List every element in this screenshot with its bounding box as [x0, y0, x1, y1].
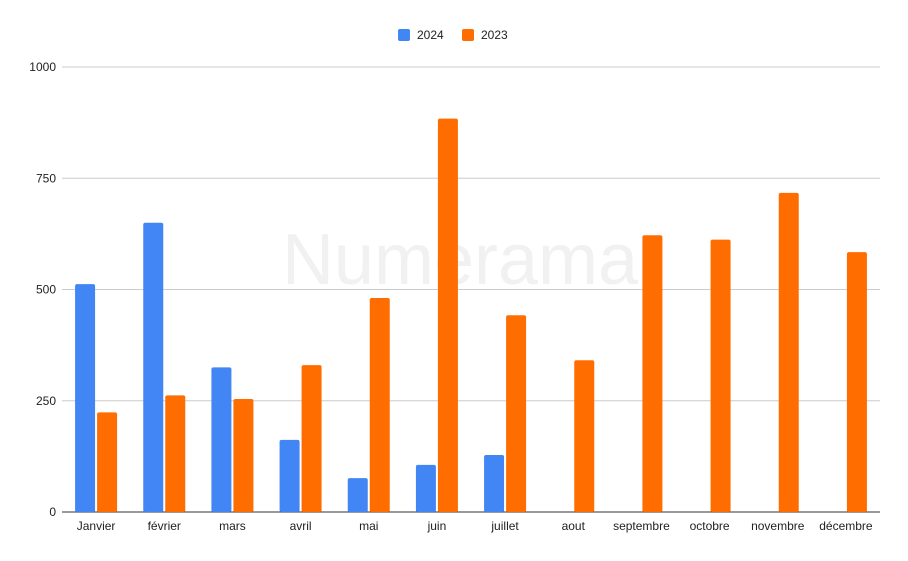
legend-label: 2023: [481, 28, 508, 42]
bar-2023-8[interactable]: [642, 235, 663, 512]
legend-swatch: [398, 29, 410, 41]
bar-2023-0[interactable]: [97, 412, 118, 512]
bar-2024-1[interactable]: [143, 222, 164, 512]
x-tick-label: novembre: [751, 519, 805, 533]
gridlines: [62, 66, 880, 513]
bar-2023-2[interactable]: [233, 398, 254, 512]
bar-2023-9[interactable]: [710, 239, 731, 512]
x-tick-label: février: [148, 519, 181, 533]
y-tick-label: 500: [36, 283, 56, 297]
bar-2024-0[interactable]: [75, 284, 96, 512]
bar-2023-4[interactable]: [369, 297, 390, 512]
bar-2023-7[interactable]: [574, 360, 595, 512]
y-tick-label: 250: [36, 394, 56, 408]
bar-2023-10[interactable]: [778, 192, 799, 512]
watermark-text: Numerama: [282, 220, 639, 300]
y-tick-label: 1000: [29, 60, 56, 74]
legend-swatch: [462, 29, 474, 41]
y-tick-label: 0: [49, 505, 56, 519]
x-tick-label: juin: [427, 519, 447, 533]
bar-2023-3[interactable]: [301, 365, 322, 512]
x-tick-label: mai: [359, 519, 378, 533]
x-tick-label: octobre: [690, 519, 730, 533]
bar-2024-6[interactable]: [484, 455, 505, 512]
legend[interactable]: 2024 2023: [398, 28, 508, 42]
bar-2024-5[interactable]: [415, 464, 436, 512]
x-axis: Janvier février mars avril mai juin juillet aou…: [77, 519, 873, 533]
bar-2024-2[interactable]: [211, 367, 232, 512]
legend-item-2024[interactable]: 2024: [398, 28, 444, 42]
bar-2023-5[interactable]: [437, 118, 458, 513]
y-tick-label: 750: [36, 171, 56, 185]
bar-2023-6[interactable]: [506, 315, 527, 512]
bar-2023-11[interactable]: [846, 252, 867, 512]
x-tick-label: septembre: [613, 519, 670, 533]
y-axis: 0 250 500 750 1000: [29, 60, 56, 519]
x-tick-label: aout: [562, 519, 586, 533]
legend-label: 2024: [417, 28, 444, 42]
legend-item-2023[interactable]: 2023: [462, 28, 508, 42]
x-tick-label: décembre: [819, 519, 873, 533]
bar-2024-3[interactable]: [279, 439, 300, 512]
x-tick-label: Janvier: [77, 519, 116, 533]
bar-2023-1[interactable]: [165, 395, 186, 512]
x-tick-label: avril: [290, 519, 312, 533]
bars: [75, 118, 867, 513]
x-tick-label: juillet: [490, 519, 519, 533]
bar-2024-4[interactable]: [347, 478, 368, 512]
x-tick-label: mars: [219, 519, 246, 533]
